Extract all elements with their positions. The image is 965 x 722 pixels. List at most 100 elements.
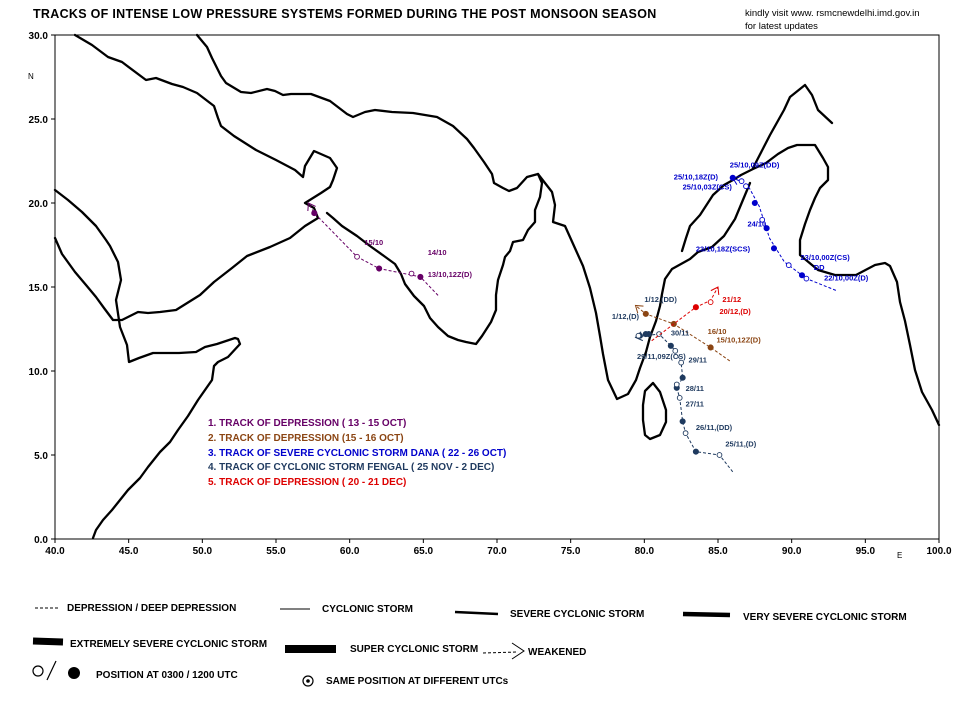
slash-icon — [46, 660, 57, 681]
track-position-marker — [642, 310, 649, 317]
tracks-legend-item-2: 2. TRACK OF DEPRESSION (15 - 16 OCT) — [208, 433, 404, 444]
key-very-severe-line — [682, 611, 731, 618]
track-line-depression-20-21-dec — [651, 286, 719, 342]
track-position-marker — [692, 448, 699, 455]
x-tick-label: 70.0 — [487, 546, 507, 557]
track-position-marker — [785, 262, 792, 269]
open-circle-icon — [32, 665, 44, 677]
track-position-marker — [729, 174, 736, 181]
track-point-label: 26/11,(DD) — [696, 423, 733, 432]
track-position-marker — [667, 342, 674, 349]
x-tick-label: 80.0 — [635, 546, 655, 557]
track-point-label: 21/12 — [722, 295, 741, 304]
track-point-label: 1/12,(D) — [612, 312, 640, 321]
track-position-marker — [759, 216, 766, 223]
track-position-marker — [716, 452, 723, 458]
x-tick-label: 60.0 — [340, 546, 360, 557]
track-position-marker — [635, 332, 642, 339]
track-position-marker — [798, 272, 806, 279]
track-position-marker — [707, 299, 714, 305]
key-extremely-severe-label: EXTREMELY SEVERE CYCLONIC STORM — [70, 639, 267, 650]
key-extremely-severe-line — [32, 637, 64, 646]
track-position-marker — [679, 374, 686, 381]
track-point-label: 27/11 — [686, 399, 704, 408]
tracks-legend-item-5: 5. TRACK OF DEPRESSION ( 20 - 21 DEC) — [208, 477, 406, 488]
x-tick-label: 55.0 — [266, 546, 286, 557]
axis-ticks: 40.0 45.0 50.0 55.0 60.0 65.0 70.0 75.0 80.0 85.0… — [29, 31, 952, 557]
map-title: TRACKS OF INTENSE LOW PRESSURE SYSTEMS F… — [33, 7, 657, 21]
y-tick-label: 15.0 — [29, 283, 49, 294]
key-same-position-label: SAME POSITION AT DIFFERENT UTCs — [326, 676, 509, 687]
track-position-marker — [763, 225, 770, 232]
track-point-label: 29/11,09Z(CS) — [637, 352, 686, 361]
y-tick-label: 20.0 — [29, 199, 49, 210]
weakened-arrow-icon — [307, 202, 316, 212]
track-position-marker — [642, 330, 649, 338]
india-coast — [536, 172, 752, 401]
track-point-label: 25/11,(D) — [725, 440, 756, 449]
key-severe-label: SEVERE CYCLONIC STORM — [510, 609, 644, 620]
updates-note: for latest updates — [745, 21, 818, 32]
track-position-marker — [692, 304, 699, 311]
track-position-marker — [408, 270, 415, 277]
track-point-label: 22/10,00Z(D) — [824, 273, 869, 282]
y-tick-label: 5.0 — [34, 451, 48, 462]
tracks-legend-item-4: 4. TRACK OF CYCLONIC STORM FENGAL ( 25 N… — [208, 462, 494, 473]
x-tick-label: 65.0 — [414, 546, 434, 557]
y-axis-unit: N — [28, 72, 34, 81]
track-point-label: 29/11 — [689, 356, 707, 365]
x-tick-label: 75.0 — [561, 546, 581, 557]
track-position-marker — [770, 245, 778, 252]
sri-lanka — [641, 381, 668, 441]
track-point-label: 25/10,18Z(D) — [674, 172, 719, 181]
track-point-label: 16/10 — [708, 327, 727, 336]
symbol-key: DEPRESSION / DEEP DEPRESSION CYCLONIC ST… — [32, 603, 907, 687]
same-position-dot-icon — [306, 679, 310, 683]
track-position-marker — [743, 183, 749, 190]
track-position-marker — [656, 331, 662, 337]
key-weakened-line — [482, 651, 519, 654]
track-position-marker — [682, 430, 689, 437]
track-position-marker — [676, 395, 683, 401]
arabia-north-coast — [53, 33, 339, 322]
track-point-label: 15/10 — [364, 238, 383, 247]
track-position-marker — [751, 199, 758, 207]
y-tick-label: 10.0 — [29, 367, 49, 378]
track-position-marker — [673, 381, 680, 388]
y-tick-label: 30.0 — [29, 31, 49, 42]
africa-coast — [53, 188, 242, 540]
x-tick-label: 40.0 — [45, 546, 65, 557]
track-position-marker — [678, 359, 685, 366]
track-line-scs-dana-22-26-oct — [732, 177, 837, 291]
track-point-label: 1/12,(DD) — [644, 295, 677, 304]
y-tick-label: 0.0 — [34, 535, 48, 546]
track-point-label: 25/10,09Z(DD) — [730, 161, 780, 170]
track-position-marker — [803, 275, 810, 282]
track-point-label: 15/10,12Z(D) — [717, 335, 762, 344]
key-weakened-label: WEAKENED — [528, 647, 586, 658]
track-position-marker — [738, 178, 745, 185]
x-axis-unit: E — [897, 551, 902, 560]
filled-circle-icon — [68, 667, 80, 679]
track-point-label: 23/10,00Z(CS) — [801, 253, 851, 262]
key-very-severe-label: VERY SEVERE CYCLONIC STORM — [743, 612, 907, 623]
key-severe-line — [454, 610, 499, 616]
weakened-arrow-icon — [511, 642, 525, 660]
track-point-label: 28/11 — [686, 384, 704, 393]
tracks-legend-item-3: 3. TRACK OF SEVERE CYCLONIC STORM DANA (… — [208, 448, 506, 459]
bay-of-bengal-north-inner — [751, 83, 834, 170]
key-super-label: SUPER CYCLONIC STORM — [350, 644, 478, 655]
track-position-marker — [311, 210, 318, 217]
red-sea-west-coast — [195, 33, 544, 346]
track-point-label: 25/10,03Z(CS) — [683, 183, 733, 192]
x-tick-label: 45.0 — [119, 546, 139, 557]
coastlines — [53, 33, 941, 540]
x-tick-label: 95.0 — [856, 546, 876, 557]
y-tick-label: 25.0 — [29, 115, 49, 126]
track-point-label: 23/10,18Z(SCS) — [696, 245, 751, 254]
tracks-legend: 1. TRACK OF DEPRESSION ( 13 - 15 OCT) 2.… — [208, 418, 506, 488]
key-depression-label: DEPRESSION / DEEP DEPRESSION — [67, 603, 236, 614]
x-tick-label: 90.0 — [782, 546, 802, 557]
